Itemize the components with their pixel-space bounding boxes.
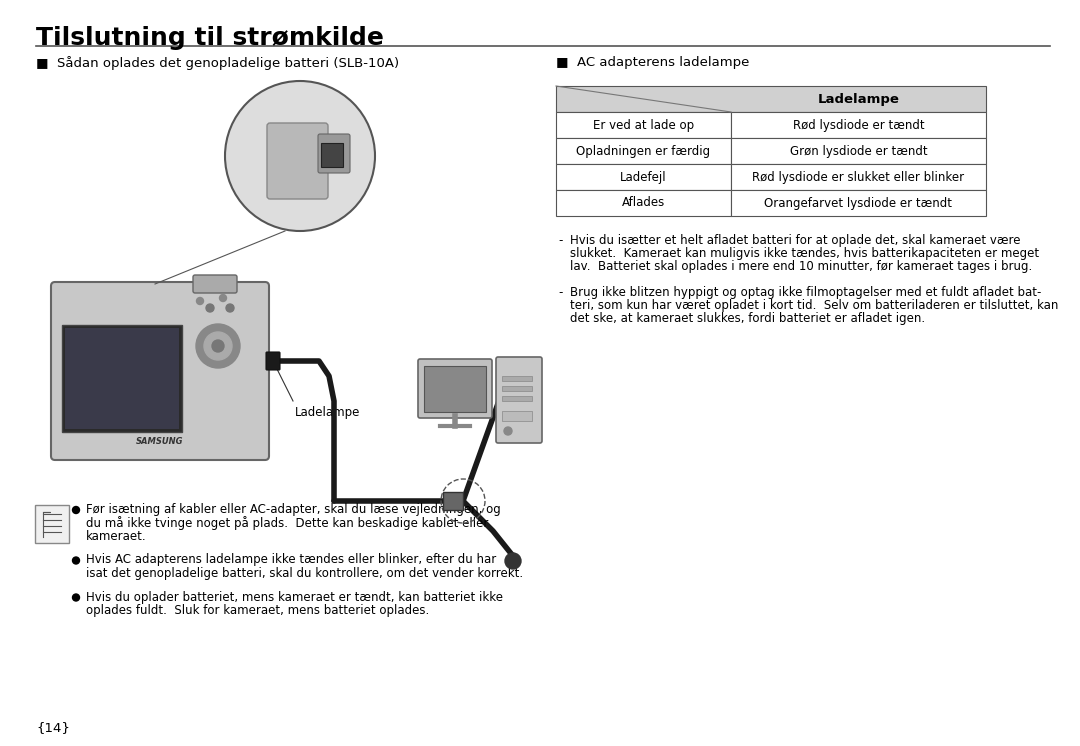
Circle shape: [225, 81, 375, 231]
Text: oplades fuldt.  Sluk for kameraet, mens batteriet oplades.: oplades fuldt. Sluk for kameraet, mens b…: [86, 604, 429, 617]
Circle shape: [72, 507, 80, 513]
Bar: [502, 411, 532, 421]
Text: teri, som kun har været opladet i kort tid.  Selv om batteriladeren er tilslutte: teri, som kun har været opladet i kort t…: [570, 299, 1058, 312]
Bar: [502, 396, 532, 401]
Bar: [731, 164, 986, 190]
FancyBboxPatch shape: [318, 134, 350, 173]
FancyBboxPatch shape: [51, 282, 269, 460]
Circle shape: [72, 557, 80, 564]
Bar: [556, 86, 986, 112]
Circle shape: [226, 304, 234, 312]
FancyBboxPatch shape: [418, 359, 492, 418]
Circle shape: [72, 594, 80, 601]
Text: ■  Sådan oplades det genopladelige batteri (SLB-10A): ■ Sådan oplades det genopladelige batter…: [36, 56, 400, 70]
FancyBboxPatch shape: [424, 366, 486, 412]
Text: Rød lysdiode er slukket eller blinker: Rød lysdiode er slukket eller blinker: [753, 171, 964, 184]
Text: slukket.  Kameraet kan muligvis ikke tændes, hvis batterikapaciteten er meget: slukket. Kameraet kan muligvis ikke tænd…: [570, 247, 1039, 260]
FancyBboxPatch shape: [35, 505, 69, 543]
Bar: [731, 138, 986, 164]
Text: {14}: {14}: [36, 721, 70, 734]
FancyBboxPatch shape: [266, 352, 280, 370]
Text: -: -: [558, 234, 563, 247]
Bar: [731, 112, 986, 138]
Circle shape: [219, 295, 227, 301]
Text: Rød lysdiode er tændt: Rød lysdiode er tændt: [793, 119, 924, 131]
Text: SAMSUNG: SAMSUNG: [136, 437, 184, 446]
FancyBboxPatch shape: [62, 325, 183, 432]
Text: Ladelampe: Ladelampe: [295, 406, 361, 419]
FancyBboxPatch shape: [321, 143, 343, 167]
Text: Hvis du oplader batteriet, mens kameraet er tændt, kan batteriet ikke: Hvis du oplader batteriet, mens kameraet…: [86, 591, 503, 604]
Circle shape: [505, 553, 521, 569]
Text: -: -: [558, 286, 563, 299]
Text: lav.  Batteriet skal oplades i mere end 10 minutter, før kameraet tages i brug.: lav. Batteriet skal oplades i mere end 1…: [570, 260, 1032, 273]
FancyBboxPatch shape: [443, 492, 463, 510]
FancyBboxPatch shape: [193, 275, 237, 293]
Bar: [556, 112, 731, 138]
Circle shape: [504, 427, 512, 435]
Text: du må ikke tvinge noget på plads.  Dette kan beskadige kablet eller: du må ikke tvinge noget på plads. Dette …: [86, 516, 488, 530]
FancyBboxPatch shape: [267, 123, 328, 199]
Text: Før isætning af kabler eller AC-adapter, skal du læse vejledningen, og: Før isætning af kabler eller AC-adapter,…: [86, 503, 501, 516]
Circle shape: [206, 304, 214, 312]
Text: Ladelampe: Ladelampe: [818, 93, 900, 105]
Bar: [502, 386, 532, 391]
Circle shape: [212, 340, 224, 352]
Text: ■  AC adapterens ladelampe: ■ AC adapterens ladelampe: [556, 56, 750, 69]
Text: Ladefejl: Ladefejl: [620, 171, 666, 184]
Text: Orangefarvet lysdiode er tændt: Orangefarvet lysdiode er tændt: [765, 196, 953, 210]
Text: Hvis du isætter et helt afladet batteri for at oplade det, skal kameraet være: Hvis du isætter et helt afladet batteri …: [570, 234, 1021, 247]
Text: kameraet.: kameraet.: [86, 530, 147, 543]
Circle shape: [195, 324, 240, 368]
Text: Opladningen er færdig: Opladningen er færdig: [577, 145, 711, 157]
Bar: [502, 376, 532, 381]
Bar: [556, 190, 731, 216]
Circle shape: [204, 332, 232, 360]
Text: Aflades: Aflades: [622, 196, 665, 210]
FancyBboxPatch shape: [496, 357, 542, 443]
Text: Brug ikke blitzen hyppigt og optag ikke filmoptagelser med et fuldt afladet bat-: Brug ikke blitzen hyppigt og optag ikke …: [570, 286, 1041, 299]
Bar: [556, 138, 731, 164]
Circle shape: [197, 298, 203, 304]
Text: Er ved at lade op: Er ved at lade op: [593, 119, 694, 131]
Text: isat det genopladelige batteri, skal du kontrollere, om det vender korrekt.: isat det genopladelige batteri, skal du …: [86, 567, 523, 580]
FancyBboxPatch shape: [65, 328, 179, 429]
Text: Grøn lysdiode er tændt: Grøn lysdiode er tændt: [789, 145, 928, 157]
Text: Hvis AC adapterens ladelampe ikke tændes eller blinker, efter du har: Hvis AC adapterens ladelampe ikke tændes…: [86, 554, 496, 566]
Bar: [731, 190, 986, 216]
Bar: [556, 164, 731, 190]
Text: det ske, at kameraet slukkes, fordi batteriet er afladet igen.: det ske, at kameraet slukkes, fordi batt…: [570, 312, 926, 325]
Text: Tilslutning til strømkilde: Tilslutning til strømkilde: [36, 26, 383, 50]
